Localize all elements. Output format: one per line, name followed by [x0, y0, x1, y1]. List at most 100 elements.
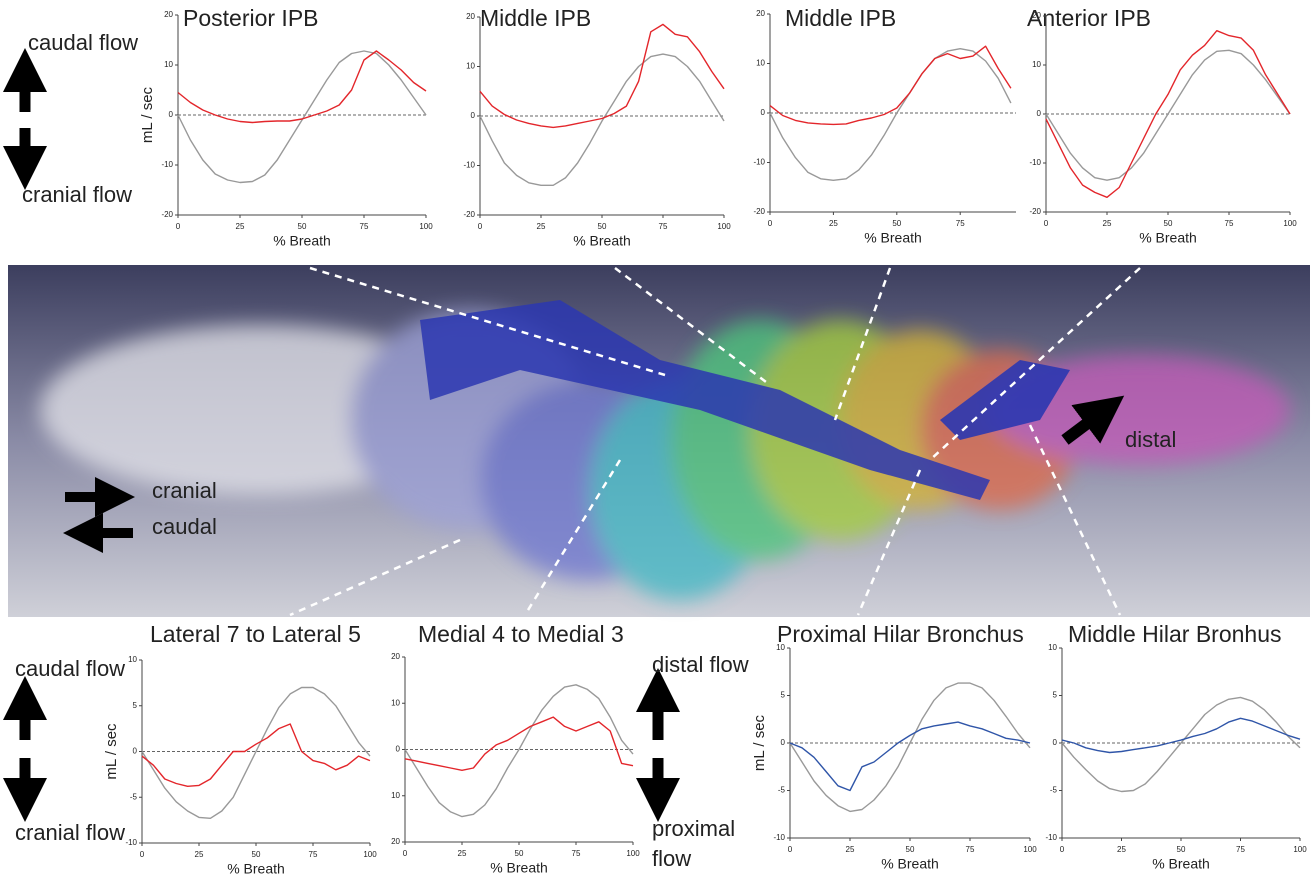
y-tick-label: 20	[1032, 11, 1041, 20]
y-tick-label: 0	[471, 111, 476, 120]
series-line	[142, 724, 370, 786]
x-tick-label: 0	[478, 222, 483, 231]
x-tick-label: 75	[956, 219, 965, 228]
y-tick-label: -5	[1050, 786, 1058, 795]
chart-title: Middle Hilar Bronhus	[1068, 621, 1281, 647]
x-axis-label: % Breath	[1139, 230, 1197, 246]
x-tick-label: 25	[1103, 219, 1112, 228]
y-tick-label: -5	[130, 792, 138, 801]
y-tick-label: 20	[391, 837, 400, 846]
y-tick-label: -10	[125, 838, 137, 847]
annotation: caudal flow	[15, 654, 125, 684]
x-tick-label: 50	[892, 219, 901, 228]
x-axis-label: % Breath	[864, 230, 922, 246]
x-tick-label: 75	[659, 222, 668, 231]
x-tick-label: 75	[360, 222, 369, 231]
x-axis-label: % Breath	[573, 233, 631, 249]
y-tick-label: 20	[466, 12, 475, 21]
annotation: distal	[1125, 425, 1176, 455]
y-tick-label: 5	[133, 701, 138, 710]
y-tick-label: 0	[133, 747, 138, 756]
x-tick-label: 100	[1283, 219, 1297, 228]
chart-title: Middle IPB	[785, 5, 896, 31]
x-tick-label: 50	[1164, 219, 1173, 228]
annotation: caudal	[152, 512, 217, 542]
x-tick-label: 25	[846, 845, 855, 854]
x-tick-label: 75	[1236, 845, 1245, 854]
lung-image	[8, 265, 1310, 617]
y-tick-label: 20	[391, 652, 400, 661]
figure-svg: Posterior IPB-20-10010200255075100% Brea…	[0, 0, 1316, 874]
x-tick-label: 50	[298, 222, 307, 231]
y-tick-label: -10	[1029, 158, 1041, 167]
y-tick-label: 10	[128, 655, 137, 664]
y-tick-label: 0	[1053, 738, 1058, 747]
x-tick-label: 0	[1060, 845, 1065, 854]
y-tick-label: -20	[463, 210, 475, 219]
series-line	[1062, 697, 1300, 791]
annotation: cranial flow	[22, 180, 132, 210]
y-tick-label: 10	[776, 643, 785, 652]
y-tick-label: 0	[169, 110, 174, 119]
series-line	[405, 717, 633, 770]
x-tick-label: 25	[1117, 845, 1126, 854]
y-tick-label: 5	[781, 691, 786, 700]
x-tick-label: 0	[788, 845, 793, 854]
x-tick-label: 75	[572, 849, 581, 858]
x-tick-label: 50	[252, 850, 261, 859]
series-line	[790, 722, 1030, 790]
y-tick-label: 10	[391, 791, 400, 800]
y-tick-label: 10	[1048, 643, 1057, 652]
y-tick-label: 0	[761, 108, 766, 117]
y-tick-label: 10	[164, 60, 173, 69]
x-tick-label: 50	[598, 222, 607, 231]
x-tick-label: 0	[140, 850, 145, 859]
chart-title: Middle IPB	[480, 5, 591, 31]
chart-title: Lateral 7 to Lateral 5	[150, 621, 361, 647]
figure: Posterior IPB-20-10010200255075100% Brea…	[0, 0, 1316, 874]
x-tick-label: 100	[1023, 845, 1037, 854]
y-tick-label: -10	[753, 158, 765, 167]
x-tick-label: 100	[717, 222, 731, 231]
y-tick-label: -10	[463, 161, 475, 170]
y-tick-label: 5	[1053, 691, 1058, 700]
x-tick-label: 100	[1293, 845, 1307, 854]
y-tick-label: 10	[756, 59, 765, 68]
x-tick-label: 25	[829, 219, 838, 228]
x-tick-label: 0	[1044, 219, 1049, 228]
x-axis-label: % Breath	[227, 861, 285, 874]
chart-title: Proximal Hilar Bronchus	[777, 621, 1024, 647]
y-tick-label: -5	[778, 786, 786, 795]
y-tick-label: 20	[756, 9, 765, 18]
x-tick-label: 25	[458, 849, 467, 858]
series-line	[790, 683, 1030, 811]
y-tick-label: 0	[781, 738, 786, 747]
annotation: caudal flow	[28, 28, 138, 58]
annotation: cranial	[152, 476, 217, 506]
y-tick-label: 10	[466, 62, 475, 71]
y-tick-label: -10	[773, 833, 785, 842]
x-tick-label: 50	[906, 845, 915, 854]
series-line	[770, 49, 1011, 181]
x-tick-label: 100	[626, 849, 640, 858]
y-axis-label: mL / sec	[139, 86, 156, 143]
x-tick-label: 100	[419, 222, 433, 231]
y-tick-label: 20	[164, 10, 173, 19]
series-line	[142, 688, 370, 819]
x-tick-label: 25	[236, 222, 245, 231]
x-tick-label: 25	[195, 850, 204, 859]
series-line	[405, 685, 633, 817]
y-axis-label: mL / sec	[103, 723, 120, 780]
x-tick-label: 50	[515, 849, 524, 858]
x-tick-label: 75	[966, 845, 975, 854]
series-line	[1046, 50, 1290, 180]
y-tick-label: -20	[753, 207, 765, 216]
series-line	[178, 51, 426, 123]
y-tick-label: -20	[161, 210, 173, 219]
x-tick-label: 50	[1177, 845, 1186, 854]
y-tick-label: -10	[161, 160, 173, 169]
y-tick-label: 0	[1037, 109, 1042, 118]
y-tick-label: -10	[1045, 833, 1057, 842]
chart-title: Posterior IPB	[183, 5, 319, 31]
x-tick-label: 100	[363, 850, 377, 859]
